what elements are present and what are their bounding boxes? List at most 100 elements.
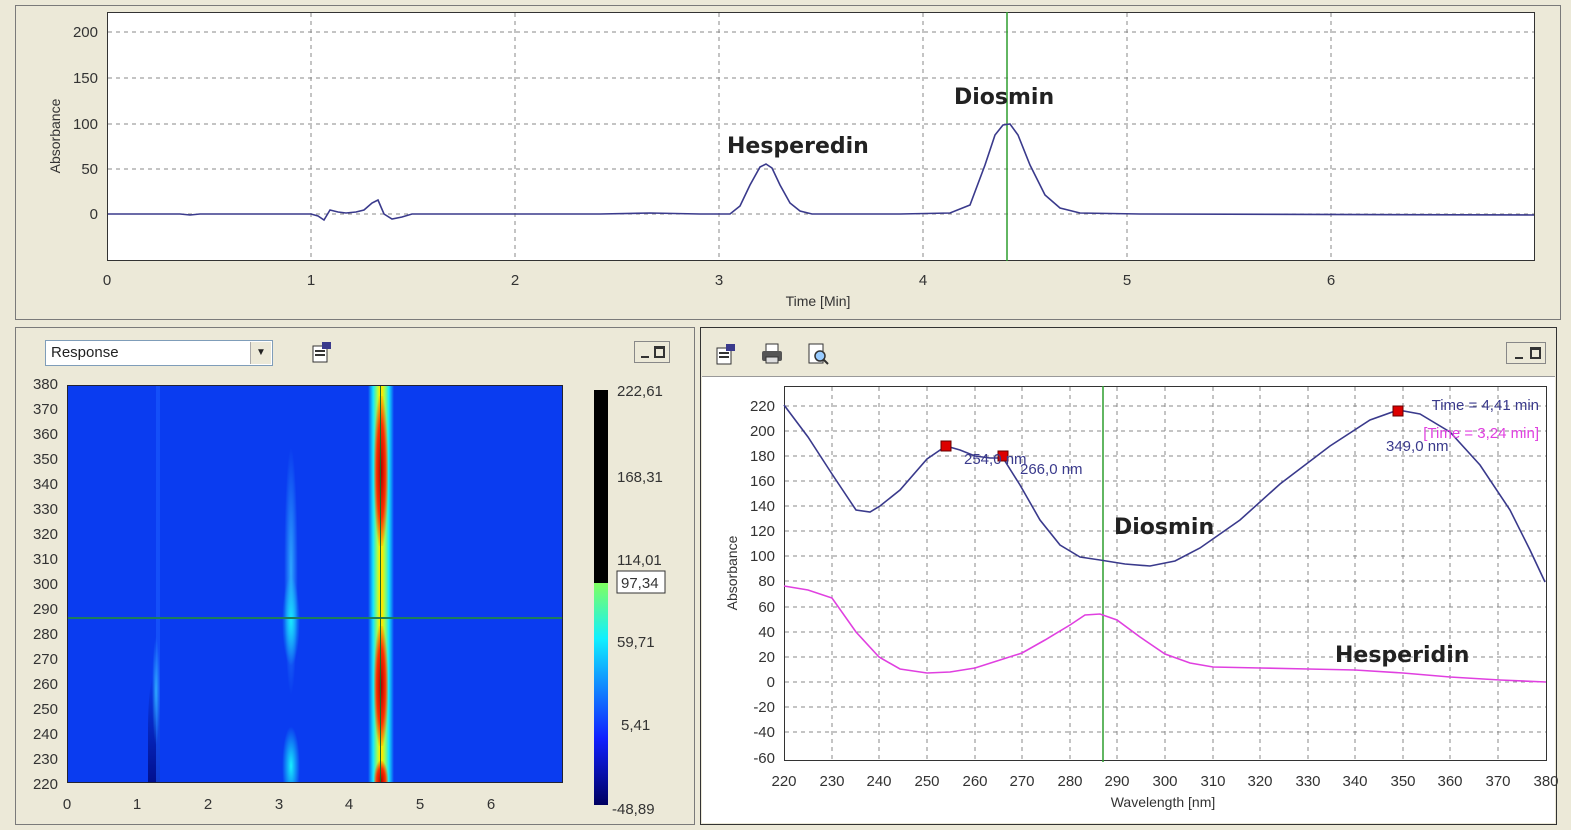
x-tick: 3 [275,796,283,813]
y-tick: 370 [33,401,58,418]
colorbar-marker-box[interactable] [616,570,666,594]
minimize-icon[interactable] [641,356,649,358]
y-tick: 60 [758,599,775,616]
y-tick: 160 [750,473,775,490]
peak-marker[interactable] [940,440,952,452]
x-tick: 310 [1200,773,1225,790]
legend-series-hesperidin: [Time = 3,24 min] [1423,425,1539,442]
x-tick: 1 [307,272,315,289]
colorbar-upper [594,390,608,583]
x-tick: 300 [1152,773,1177,790]
x-tick: 0 [63,796,71,813]
hesperedin-peak-label: Hesperedin [727,134,869,159]
colorbar-label: 114,01 [617,552,662,569]
y-tick: 360 [33,426,58,443]
y-tick: 350 [33,451,58,468]
diosmin-spectrum-line [783,404,1546,583]
time-cursor-line[interactable] [380,386,381,782]
chromatogram-plot[interactable] [107,12,1535,261]
y-tick: 260 [33,676,58,693]
y-tick: 20 [758,649,775,666]
print-icon[interactable] [760,342,784,366]
marker-label-349: 349,0 nm [1386,438,1449,455]
print-preview-icon[interactable] [806,342,830,366]
y-tick: -20 [753,699,775,716]
x-tick: 240 [866,773,891,790]
y-tick: -60 [753,750,775,767]
x-tick: 4 [345,796,353,813]
y-tick: 320 [33,526,58,543]
x-tick: 360 [1437,773,1462,790]
window-controls-left[interactable] [634,341,670,363]
wavelength-cursor-line[interactable] [68,617,562,619]
x-tick: 2 [204,796,212,813]
y-tick: 50 [81,161,98,178]
x-tick: 340 [1342,773,1367,790]
x-tick: 380 [1533,773,1558,790]
y-tick: 200 [73,24,98,41]
x-tick: 220 [771,773,796,790]
x-tick: 370 [1485,773,1510,790]
chevron-down-icon[interactable]: ▼ [250,342,271,364]
y-tick: 120 [750,523,775,540]
colorbar-label: 5,41 [621,717,650,734]
y-tick: 310 [33,551,58,568]
diosmin-peak-label: Diosmin [954,85,1054,110]
x-tick: 1 [133,796,141,813]
x-axis-label: Wavelength [nm] [1111,794,1216,810]
x-tick: 250 [914,773,939,790]
y-tick: 100 [750,548,775,565]
x-tick: 290 [1104,773,1129,790]
y-tick: 220 [750,398,775,415]
y-tick: 240 [33,726,58,743]
maximize-icon[interactable] [1530,347,1541,359]
y-tick: 0 [767,674,775,691]
y-tick: 150 [73,70,98,87]
y-tick: 80 [758,573,775,590]
y-tick: 230 [33,751,58,768]
properties-icon[interactable] [310,340,334,364]
properties-icon[interactable] [714,342,738,366]
legend-series-diosmin: Time = 4,41 min [1432,397,1539,414]
x-tick: 4 [919,272,927,289]
y-tick: 220 [33,776,58,793]
hesperidin-spectrum-line [783,585,1547,683]
x-tick: 270 [1009,773,1034,790]
x-axis-label: Time [Min] [786,293,851,309]
marker-label-254: 254,0 nm [964,451,1027,468]
y-tick: 100 [73,116,98,133]
x-tick: 5 [416,796,424,813]
colorbar-marker-value: 97,34 [621,575,659,592]
y-tick: 0 [90,206,98,223]
y-tick: -40 [753,724,775,741]
x-tick: 350 [1390,773,1415,790]
window-controls-right[interactable] [1506,342,1546,364]
y-tick: 280 [33,626,58,643]
y-tick: 270 [33,651,58,668]
colorbar-label: 59,71 [617,634,655,651]
peak-marker[interactable] [1392,405,1404,417]
contour-heatmap[interactable] [67,385,563,783]
colorbar-lower[interactable] [594,583,608,805]
y-tick: 40 [758,624,775,641]
y-tick: 200 [750,423,775,440]
y-tick: 250 [33,701,58,718]
response-dropdown[interactable]: Response ▼ [45,340,273,366]
y-tick: 180 [750,448,775,465]
y-axis-label: Absorbance [724,535,740,610]
peak-marker[interactable] [997,450,1009,462]
x-tick: 230 [819,773,844,790]
x-tick: 5 [1123,272,1131,289]
hesperidin-curve-label: Hesperidin [1335,643,1469,668]
maximize-icon[interactable] [654,346,665,358]
minimize-icon[interactable] [1515,357,1523,359]
x-tick: 2 [511,272,519,289]
x-tick: 6 [487,796,495,813]
y-tick: 340 [33,476,58,493]
colorbar-label: 168,31 [617,469,663,486]
chromatogram-svg: 200 150 100 50 0 0 1 2 3 4 5 6 Time [Min… [47,12,1535,309]
y-tick: 330 [33,501,58,518]
x-tick: 330 [1295,773,1320,790]
